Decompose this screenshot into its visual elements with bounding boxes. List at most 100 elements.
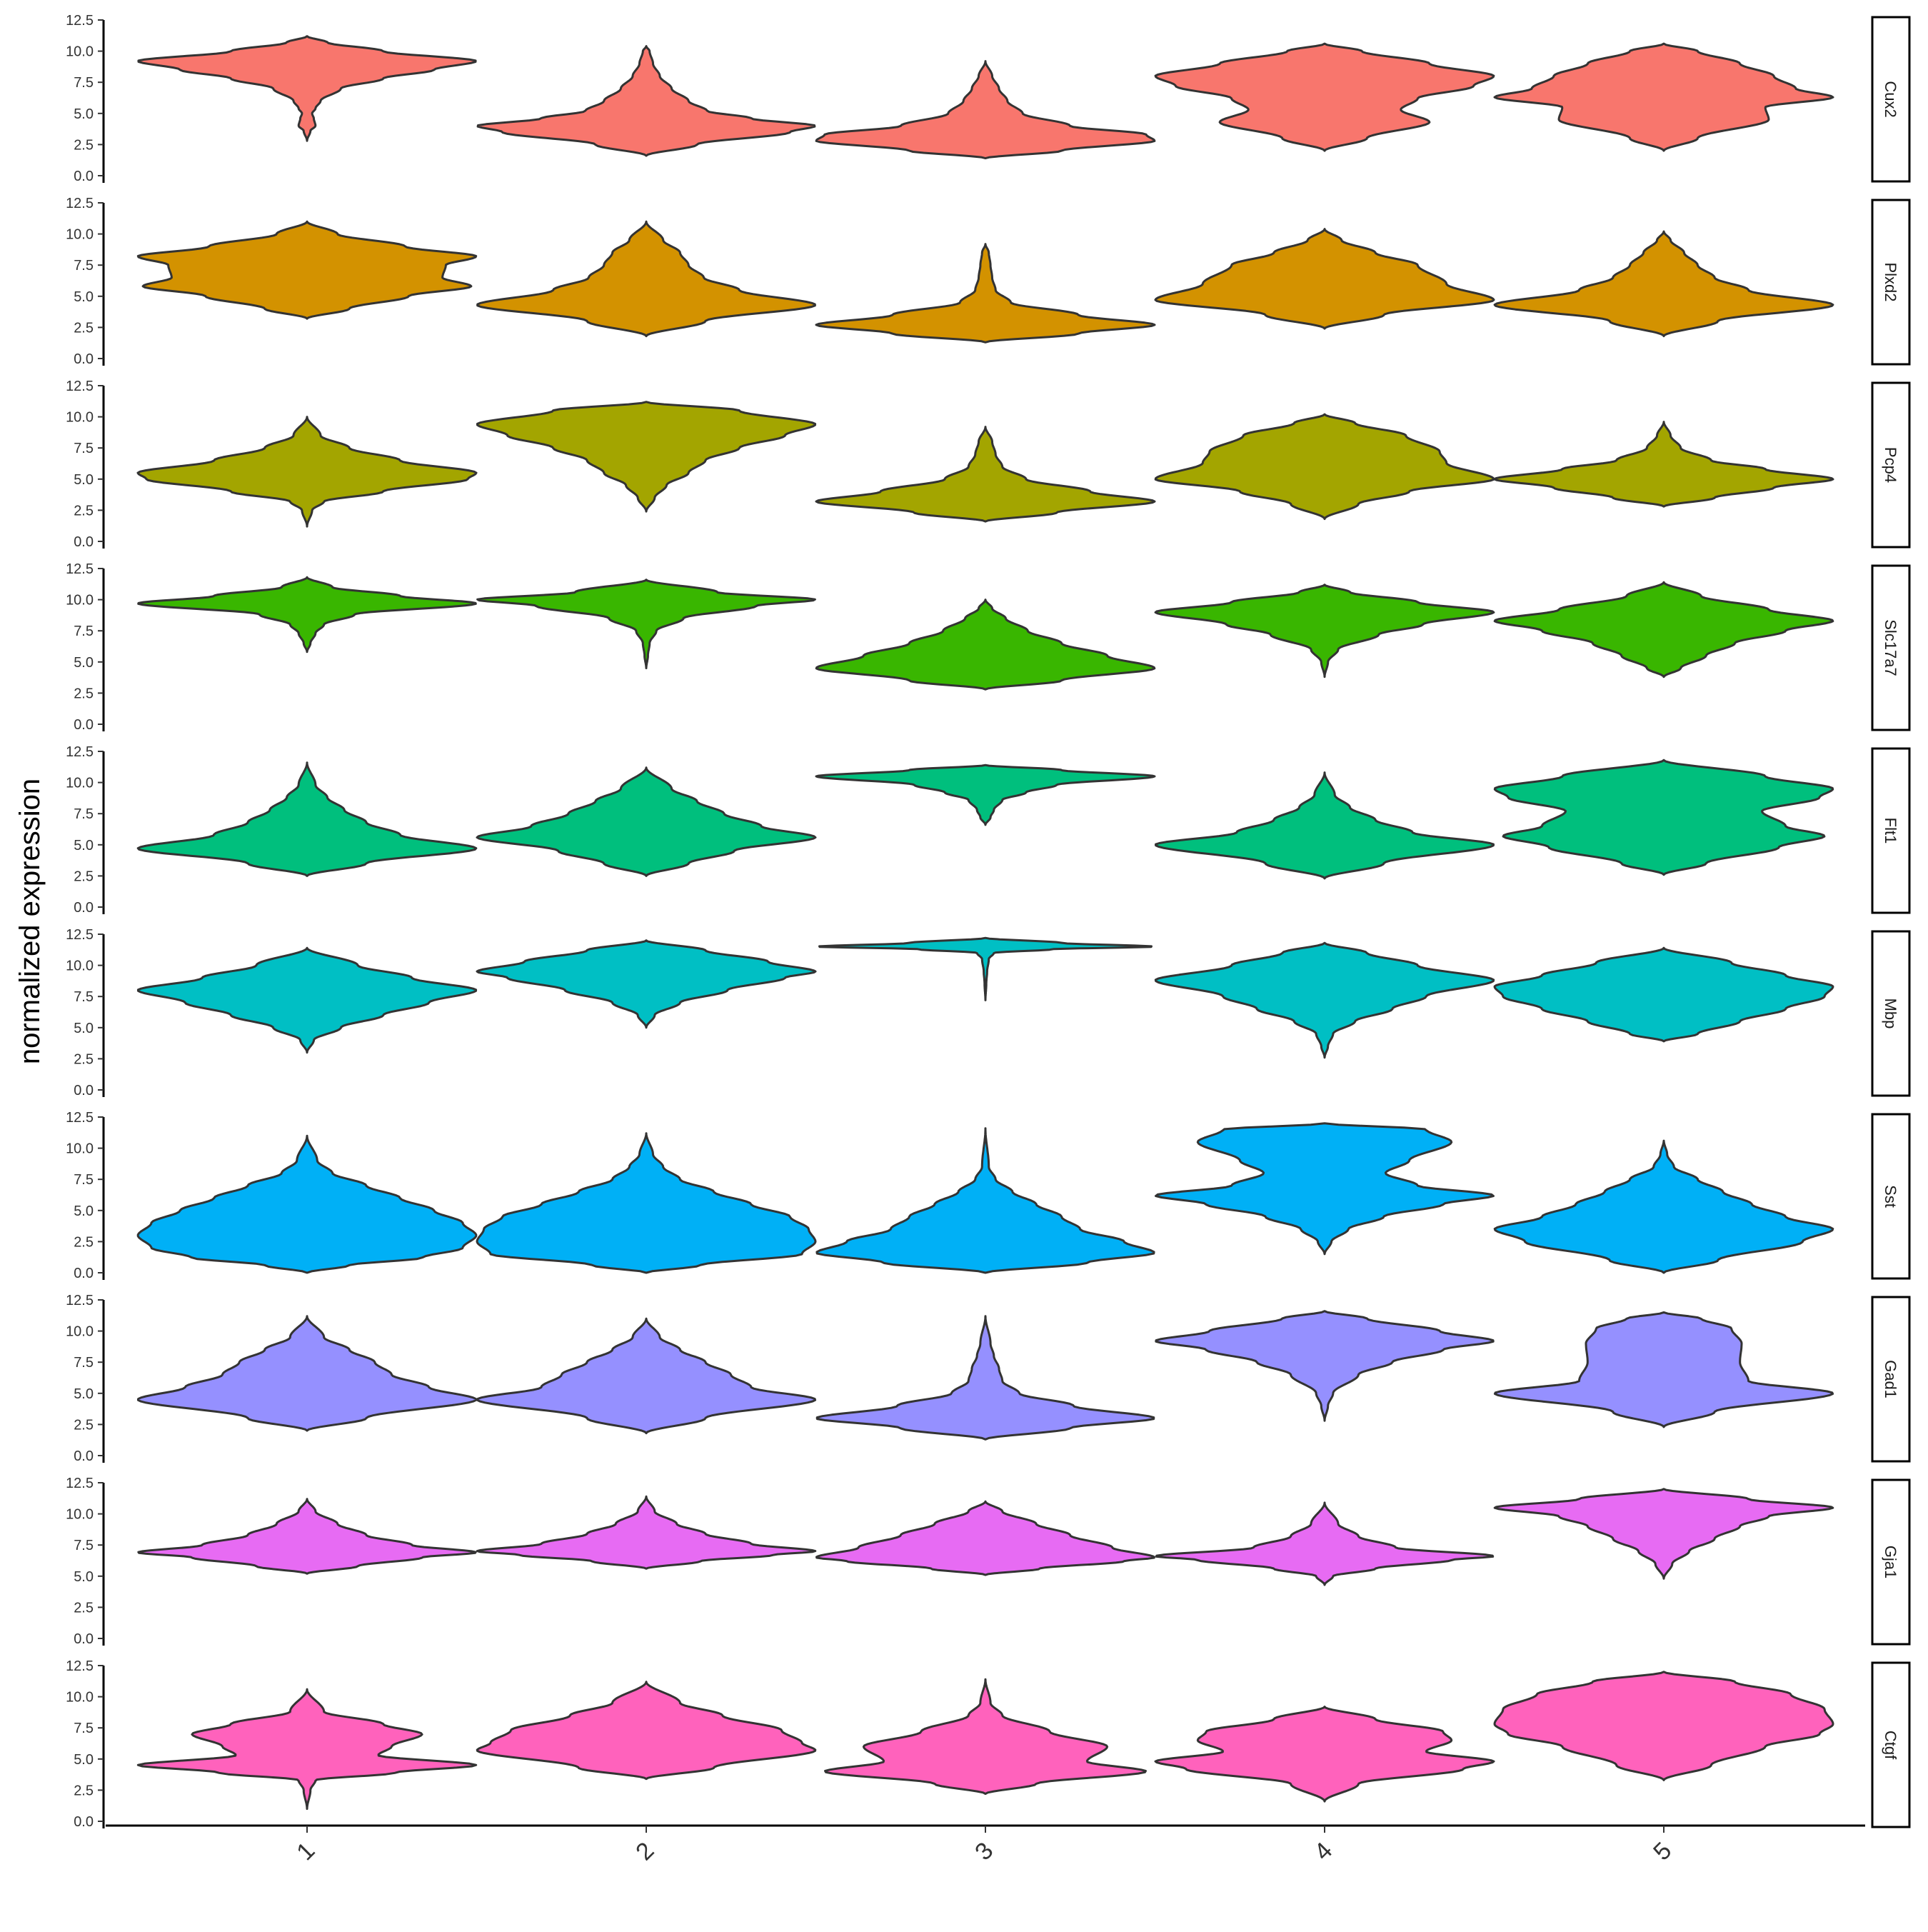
y-tick-label: 12.5 [66, 1476, 94, 1491]
violin-ctgf-cluster-1 [136, 1688, 478, 1811]
violin-pcp4-cluster-1 [136, 416, 478, 528]
y-tick-label: 10.0 [66, 1324, 94, 1340]
violin-flt1-cluster-2 [476, 766, 817, 877]
facet-strip [1871, 930, 1911, 1097]
panel-mbp: 0.0 2.5 5.0 7.5 10.0 12.5 Mbp [66, 927, 1911, 1098]
violin-gja1-cluster-5 [1493, 1488, 1834, 1580]
y-tick-label: 0.0 [74, 1631, 94, 1647]
y-tick-label: 2.5 [74, 1600, 94, 1616]
y-tick-label: 2.5 [74, 1234, 94, 1250]
panel-ctgf: 0.0 2.5 5.0 7.5 10.0 12.5 Ctgf [66, 1658, 1911, 1830]
violin-gad1-cluster-2 [476, 1317, 817, 1435]
y-tick-label: 2.5 [74, 1417, 94, 1433]
violin-sst-cluster-2 [476, 1132, 817, 1274]
violin-plxd2-cluster-4 [1154, 228, 1495, 330]
violin-slc17a7-cluster-5 [1493, 581, 1834, 679]
y-tick-label: 5.0 [74, 1203, 94, 1219]
violin-gja1-cluster-2 [476, 1495, 817, 1570]
y-tick-label: 7.5 [74, 1355, 94, 1371]
y-tick-label: 2.5 [74, 1051, 94, 1067]
y-tick-label: 7.5 [74, 1172, 94, 1188]
y-tick-label: 2.5 [74, 869, 94, 884]
y-tick-label: 7.5 [74, 989, 94, 1005]
x-tick-label: 4 [1309, 1837, 1337, 1866]
y-tick-label: 10.0 [66, 410, 94, 426]
panel-cux2: 0.0 2.5 5.0 7.5 10.0 12.5 Cux2 [66, 13, 1911, 184]
y-tick-label: 5.0 [74, 1569, 94, 1585]
facet-strip-label: Pcp4 [1882, 447, 1899, 483]
panel-slc17a7: 0.0 2.5 5.0 7.5 10.0 12.5 Slc17a7 [66, 561, 1911, 733]
y-tick-label: 7.5 [74, 806, 94, 822]
y-tick-label: 5.0 [74, 655, 94, 671]
y-tick-label: 10.0 [66, 1141, 94, 1157]
y-tick-label: 10.0 [66, 1507, 94, 1523]
y-tick-label: 12.5 [66, 196, 94, 211]
facet-strip-label: Flt1 [1882, 818, 1899, 844]
violin-sst-cluster-1 [136, 1134, 478, 1274]
y-tick-label: 7.5 [74, 258, 94, 274]
y-tick-label: 0.0 [74, 1266, 94, 1281]
violin-cux2-cluster-2 [476, 45, 816, 157]
facet-strip-label: Mbp [1882, 998, 1899, 1029]
violin-gja1-cluster-1 [137, 1498, 477, 1575]
violin-slc17a7-cluster-1 [137, 576, 477, 654]
y-tick-label: 7.5 [74, 1538, 94, 1553]
y-tick-label: 2.5 [74, 137, 94, 153]
panel-plxd2: 0.0 2.5 5.0 7.5 10.0 12.5 Plxd2 [66, 196, 1911, 367]
y-tick-label: 5.0 [74, 289, 94, 305]
facet-strip [1871, 381, 1911, 549]
facet-strip [1871, 747, 1911, 914]
y-tick-label: 0.0 [74, 717, 94, 733]
y-tick-label: 12.5 [66, 379, 94, 394]
facet-strip [1871, 564, 1911, 731]
y-tick-label: 2.5 [74, 686, 94, 701]
y-tick-label: 5.0 [74, 1386, 94, 1402]
violin-flt1-cluster-1 [136, 761, 478, 877]
violin-mbp-cluster-4 [1154, 941, 1495, 1059]
violin-gad1-cluster-4 [1155, 1310, 1495, 1422]
violin-flt1-cluster-3 [815, 764, 1156, 826]
y-tick-label: 12.5 [66, 927, 94, 943]
violin-flt1-cluster-5 [1493, 759, 1834, 876]
y-tick-label: 5.0 [74, 1752, 94, 1768]
violin-sst-cluster-4 [1155, 1122, 1495, 1256]
facet-strip-label: Gja1 [1882, 1546, 1899, 1578]
y-tick-label: 0.0 [74, 351, 94, 367]
x-axis: 1 2 3 4 5 [106, 1824, 1865, 1866]
violin-cux2-cluster-3 [815, 60, 1156, 160]
violin-pcp4-cluster-4 [1154, 413, 1495, 521]
facet-strip-label: Plxd2 [1882, 262, 1899, 301]
y-tick-label: 12.5 [66, 744, 94, 760]
violin-mbp-cluster-5 [1493, 946, 1834, 1043]
violin-plxd2-cluster-3 [815, 243, 1156, 344]
violin-pcp4-cluster-5 [1493, 421, 1834, 508]
x-tick-label: 5 [1648, 1837, 1677, 1866]
x-tick-label: 2 [631, 1837, 659, 1866]
y-tick-label: 0.0 [74, 169, 94, 184]
violin-gja1-cluster-4 [1155, 1501, 1495, 1586]
y-tick-label: 5.0 [74, 1021, 94, 1036]
panel-gja1: 0.0 2.5 5.0 7.5 10.0 12.5 Gja1 [66, 1476, 1911, 1647]
y-tick-label: 12.5 [66, 1110, 94, 1126]
violin-slc17a7-cluster-3 [815, 599, 1156, 691]
violin-flt1-cluster-4 [1155, 771, 1495, 880]
y-tick-label: 2.5 [74, 1783, 94, 1798]
y-tick-label: 10.0 [66, 959, 94, 974]
facet-strip [1871, 16, 1911, 183]
facet-strip-label: Slc17a7 [1882, 619, 1899, 676]
y-tick-label: 7.5 [74, 1721, 94, 1736]
y-tick-label: 10.0 [66, 593, 94, 609]
y-tick-label: 12.5 [66, 1658, 94, 1674]
violin-sst-cluster-5 [1493, 1139, 1834, 1274]
y-tick-label: 10.0 [66, 44, 94, 60]
y-tick-label: 12.5 [66, 13, 94, 29]
panel-pcp4: 0.0 2.5 5.0 7.5 10.0 12.5 Pcp4 [66, 379, 1911, 550]
y-tick-label: 7.5 [74, 624, 94, 639]
x-tick-label: 3 [970, 1837, 998, 1866]
y-tick-label: 5.0 [74, 838, 94, 854]
facet-strip [1871, 1296, 1911, 1463]
y-tick-label: 5.0 [74, 106, 94, 122]
violin-gad1-cluster-3 [815, 1315, 1155, 1441]
violin-slc17a7-cluster-2 [476, 579, 816, 669]
